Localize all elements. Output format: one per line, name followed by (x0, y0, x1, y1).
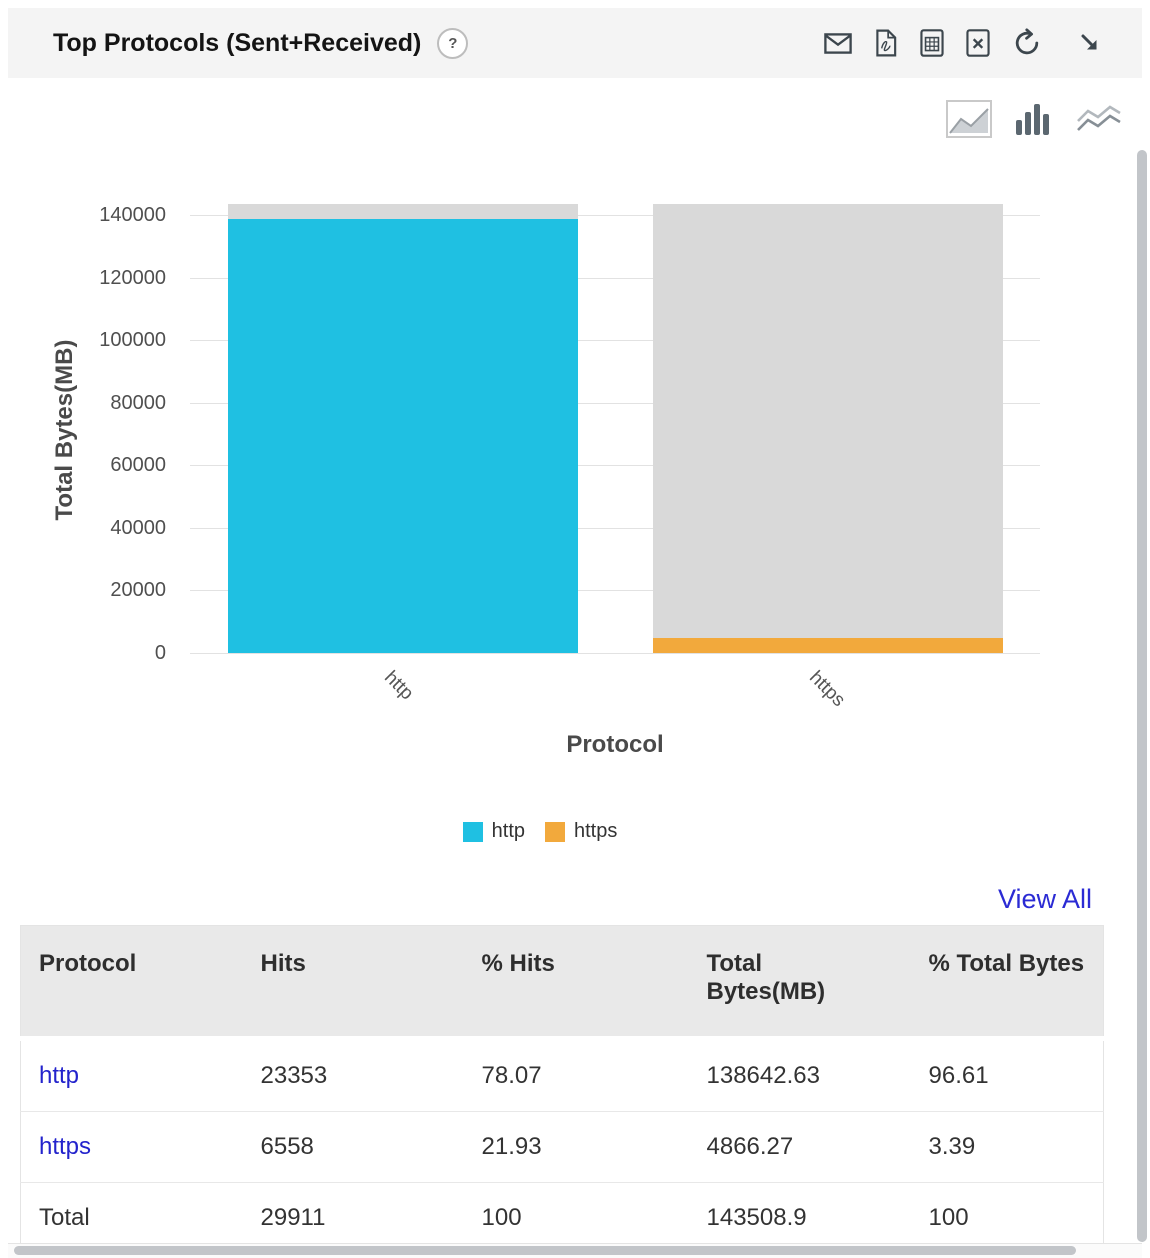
table-row-http: http 23353 78.07 138642.63 96.61 (21, 1039, 1104, 1112)
table-row-total: Total 29911 100 143508.9 100 (20, 1182, 1104, 1254)
legend-item-https[interactable]: https (545, 820, 617, 843)
legend-swatch-https (545, 821, 565, 842)
cell-total-bytes: 143508.9 (706, 1204, 807, 1231)
email-icon[interactable] (824, 32, 852, 54)
gridline (190, 590, 1040, 592)
protocols-table-container: Protocol Hits % Hits Total Bytes(MB) % T… (20, 925, 1104, 1254)
bar-chart-toggle-icon[interactable] (1014, 101, 1054, 137)
horizontal-scrollbar-thumb[interactable] (14, 1246, 1076, 1255)
cell-pct-hits: 21.93 (481, 1133, 542, 1160)
table-row-https: https 6558 21.93 4866.27 3.39 (20, 1111, 1104, 1183)
bar-https[interactable] (652, 637, 1003, 653)
header-toolbar (824, 28, 1102, 58)
protocols-table: Protocol Hits % Hits Total Bytes(MB) % T… (20, 925, 1104, 1254)
bar-http[interactable] (227, 219, 578, 653)
protocol-link-http[interactable]: http (39, 1062, 80, 1089)
y-tick-label: 0 (154, 642, 166, 664)
cell-protocol: Total (39, 1204, 90, 1231)
bar-chart-plot-area: http https (190, 204, 1040, 711)
page-title: Top Protocols (Sent+Received) (53, 28, 422, 57)
pdf-export-icon[interactable] (874, 29, 898, 57)
gridline (190, 527, 1040, 529)
gridline (190, 402, 1040, 404)
table-header-row: Protocol Hits % Hits Total Bytes(MB) % T… (20, 925, 1104, 1039)
gridline (190, 215, 1040, 216)
bar-total-background-https[interactable] (652, 204, 1003, 653)
chart-type-toggles (946, 100, 1122, 138)
chart-legend: http https (0, 820, 1080, 843)
expand-icon[interactable] (1078, 31, 1102, 55)
cell-hits: 29911 (260, 1204, 326, 1231)
y-tick-label: 120000 (99, 266, 166, 289)
y-tick-label: 20000 (110, 579, 166, 602)
cell-total-bytes: 138642.63 (706, 1062, 820, 1089)
legend-label: https (574, 820, 618, 842)
vertical-scrollbar[interactable] (1137, 150, 1147, 1242)
gridline (190, 340, 1040, 342)
column-header-hits: Hits (242, 925, 464, 1039)
column-header-pct-total-bytes: % Total Bytes (910, 925, 1104, 1039)
refresh-icon[interactable] (1012, 28, 1042, 58)
column-header-pct-hits: % Hits (463, 925, 689, 1039)
view-all-link[interactable]: View All (997, 884, 1092, 914)
help-icon[interactable]: ? (437, 27, 469, 59)
cell-total-bytes: 4866.27 (706, 1133, 794, 1160)
protocol-link-https[interactable]: https (39, 1133, 92, 1160)
cell-pct-total-bytes: 3.39 (928, 1133, 976, 1160)
cell-pct-total-bytes: 100 (928, 1204, 969, 1231)
y-tick-label: 40000 (110, 516, 166, 539)
gridline (190, 465, 1040, 467)
cell-pct-total-bytes: 96.61 (928, 1062, 989, 1089)
y-tick-label: 140000 (99, 204, 166, 226)
cell-protocol: https (21, 1112, 243, 1183)
area-chart-toggle-icon[interactable] (946, 100, 992, 138)
y-tick-label: 60000 (110, 454, 166, 477)
column-header-total-bytes: Total Bytes(MB) (688, 925, 911, 1039)
x-tick-label: http (379, 667, 417, 705)
cell-pct-hits: 100 (481, 1204, 522, 1231)
legend-swatch-http (462, 821, 483, 842)
x-tick-label: https (804, 667, 849, 711)
legend-label: http (491, 820, 525, 842)
legend-item-http[interactable]: http (462, 820, 525, 843)
cell-hits: 23353 (260, 1062, 328, 1089)
cell-pct-hits: 78.07 (481, 1062, 542, 1089)
y-axis-tick-labels: 0 20000 40000 60000 80000 100000 120000 140000 (0, 204, 178, 664)
horizontal-scrollbar-track[interactable] (8, 1243, 1142, 1258)
column-header-protocol: Protocol (20, 925, 243, 1039)
y-tick-label: 80000 (110, 391, 166, 414)
widget-header: Top Protocols (Sent+Received) ? (8, 8, 1142, 78)
line-chart-toggle-icon[interactable] (1076, 102, 1122, 136)
gridline (190, 277, 1040, 279)
y-tick-label: 100000 (99, 329, 166, 352)
gridline (190, 653, 1040, 654)
csv-export-icon[interactable] (920, 29, 944, 57)
cell-hits: 6558 (260, 1133, 314, 1160)
x-axis-title: Protocol (566, 731, 664, 758)
xls-export-icon[interactable] (966, 29, 990, 57)
cell-protocol: http (21, 1039, 243, 1112)
